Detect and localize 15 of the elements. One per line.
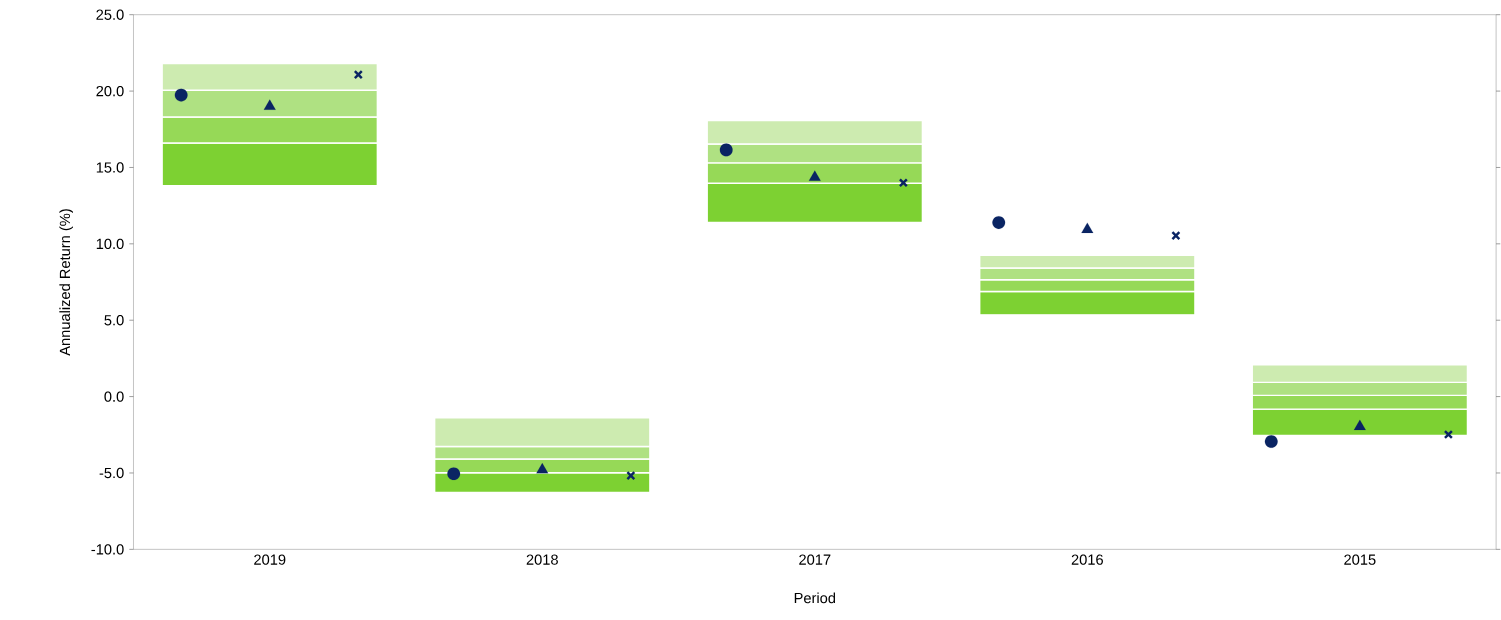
x-tick-label: 2019	[254, 554, 286, 565]
y-tick-label: -10.0	[91, 544, 124, 555]
x-tick-label: 2017	[799, 554, 831, 565]
y-tick-label: 15.0	[96, 162, 124, 173]
x-axis-title: Period	[794, 592, 836, 604]
x-tick-label: 2016	[1071, 554, 1103, 565]
y-tick-label: 20.0	[96, 85, 124, 97]
y-tick-label: 0.0	[104, 391, 124, 402]
y-tick-label: 25.0	[96, 9, 124, 20]
x-tick-label: 2018	[526, 554, 558, 565]
x-tick-label: 2015	[1344, 554, 1376, 565]
y-tick-label: -5.0	[99, 467, 124, 479]
y-tick-label: 5.0	[104, 315, 124, 326]
y-axis-title: Annualized Return (%)	[59, 209, 73, 356]
y-tick-label: 10.0	[96, 238, 124, 250]
